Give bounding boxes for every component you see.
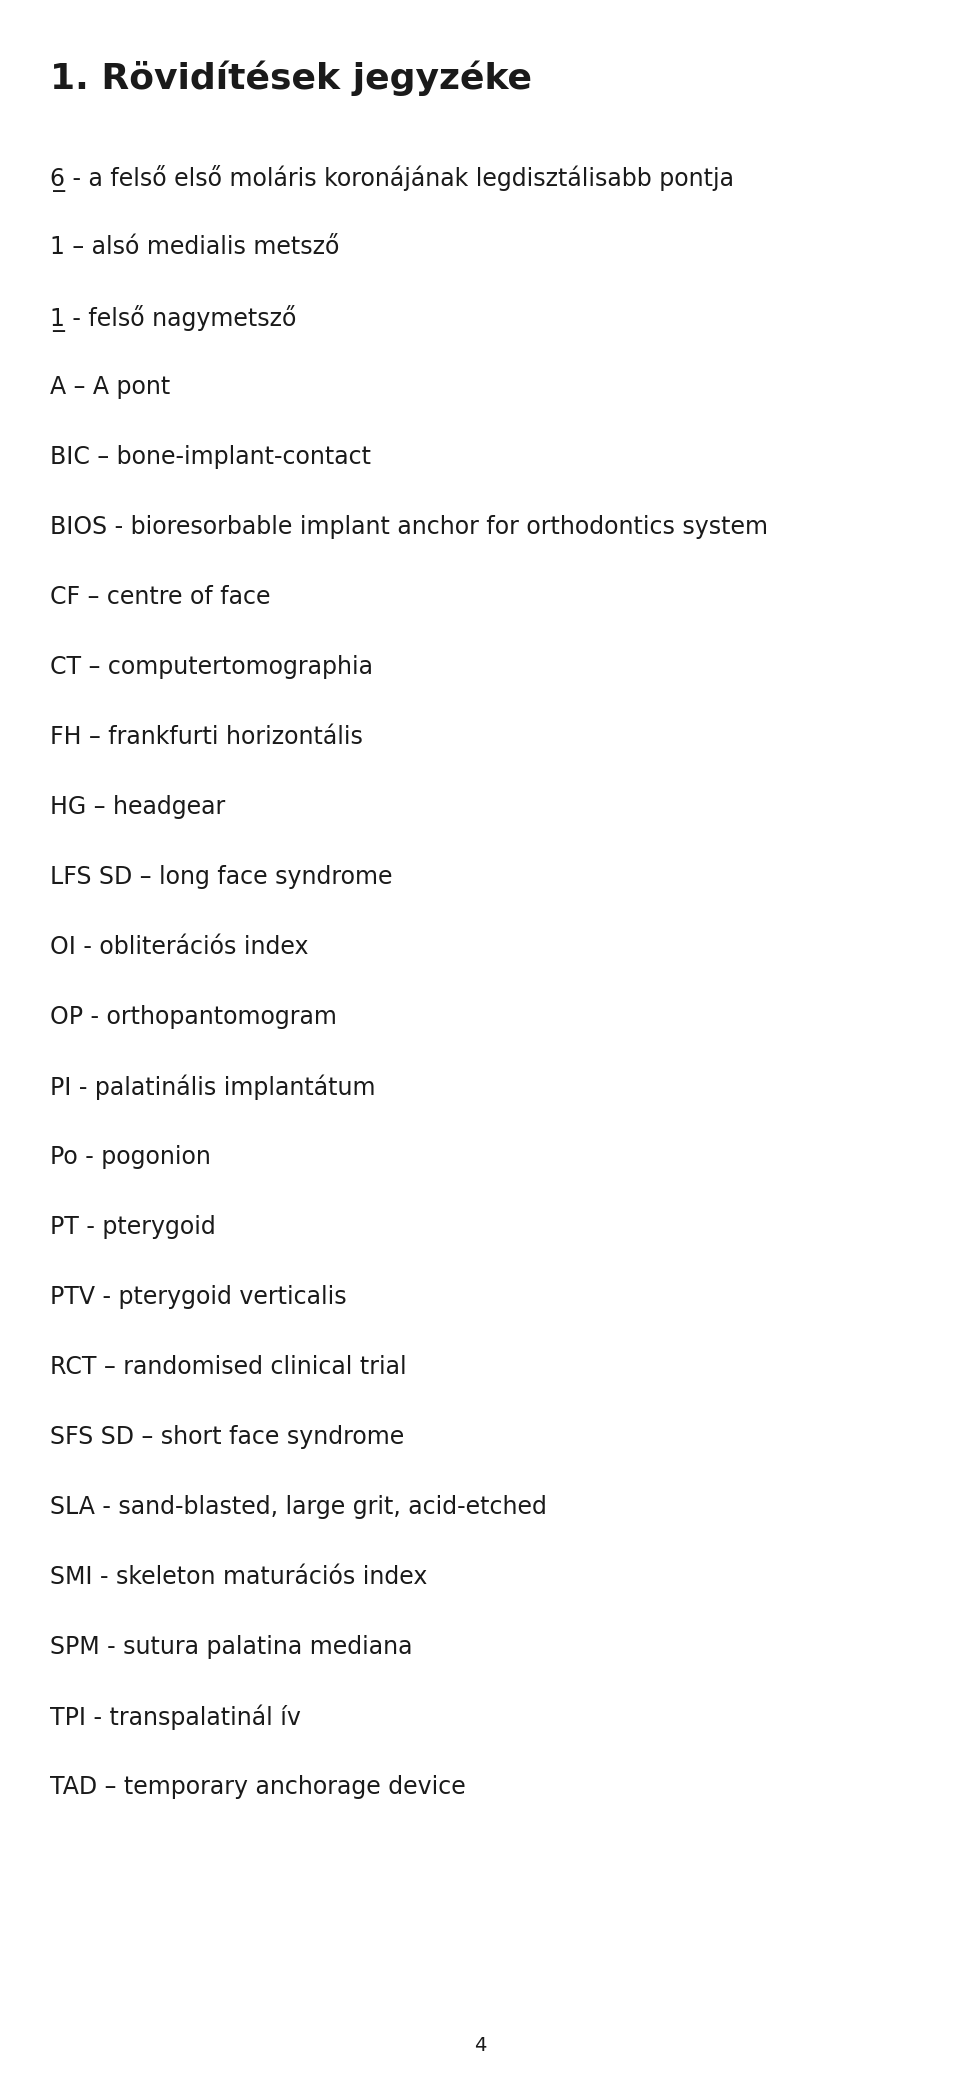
- Text: OI - obliterációs index: OI - obliterációs index: [50, 936, 308, 959]
- Text: TPI - transpalatinál ív: TPI - transpalatinál ív: [50, 1706, 300, 1731]
- Text: HG – headgear: HG – headgear: [50, 795, 226, 818]
- Text: BIOS - bioresorbable implant anchor for orthodontics system: BIOS - bioresorbable implant anchor for …: [50, 515, 768, 540]
- Text: A – A pont: A – A pont: [50, 375, 170, 400]
- Text: CF – centre of face: CF – centre of face: [50, 586, 271, 609]
- Text: 1̲ - felső nagymetsző: 1̲ - felső nagymetsző: [50, 306, 297, 333]
- Text: OP - orthopantomogram: OP - orthopantomogram: [50, 1005, 337, 1030]
- Text: BIC – bone-implant-contact: BIC – bone-implant-contact: [50, 446, 371, 469]
- Text: PI - palatinális implantátum: PI - palatinális implantátum: [50, 1076, 375, 1101]
- Text: SLA - sand-blasted, large grit, acid-etched: SLA - sand-blasted, large grit, acid-etc…: [50, 1494, 547, 1520]
- Text: RCT – randomised clinical trial: RCT – randomised clinical trial: [50, 1354, 407, 1379]
- Text: 1. Rövidítések jegyzéke: 1. Rövidítések jegyzéke: [50, 61, 532, 96]
- Text: 4: 4: [474, 2036, 486, 2055]
- Text: Po - pogonion: Po - pogonion: [50, 1145, 211, 1170]
- Text: 1 – alsó medialis metsző: 1 – alsó medialis metsző: [50, 234, 340, 260]
- Text: PTV - pterygoid verticalis: PTV - pterygoid verticalis: [50, 1285, 347, 1308]
- Text: 6̲ - a felső első moláris koronájának legdisztálisabb pontja: 6̲ - a felső első moláris koronájának le…: [50, 165, 734, 193]
- Text: SFS SD – short face syndrome: SFS SD – short face syndrome: [50, 1425, 404, 1448]
- Text: SPM - sutura palatina mediana: SPM - sutura palatina mediana: [50, 1635, 413, 1660]
- Text: CT – computertomographia: CT – computertomographia: [50, 655, 373, 678]
- Text: LFS SD – long face syndrome: LFS SD – long face syndrome: [50, 864, 393, 890]
- Text: TAD – temporary anchorage device: TAD – temporary anchorage device: [50, 1775, 466, 1800]
- Text: FH – frankfurti horizontális: FH – frankfurti horizontális: [50, 724, 363, 749]
- Text: PT - pterygoid: PT - pterygoid: [50, 1216, 216, 1239]
- Text: SMI - skeleton maturációs index: SMI - skeleton maturációs index: [50, 1566, 427, 1589]
